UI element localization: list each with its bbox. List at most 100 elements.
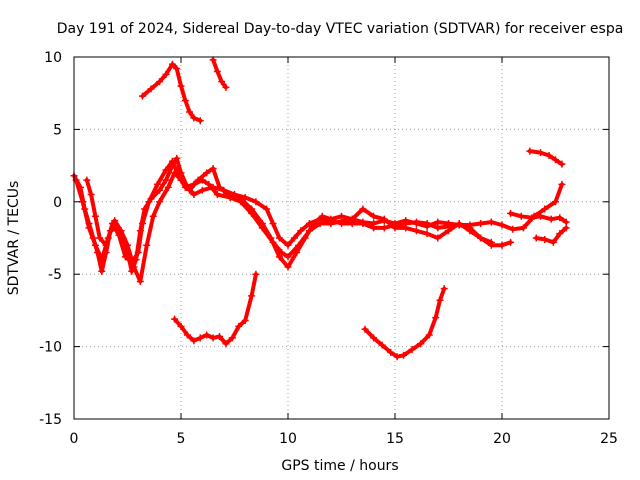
data-point [526, 147, 534, 155]
data-point [124, 241, 131, 249]
data-point [400, 351, 408, 359]
data-point [190, 191, 198, 199]
data-point [445, 220, 452, 228]
data-point [136, 277, 144, 285]
x-tick-label: 25 [600, 431, 618, 447]
data-point [91, 212, 99, 220]
data-point [412, 227, 420, 235]
data-point [196, 117, 204, 125]
data-point [218, 78, 226, 86]
data-point [434, 234, 442, 242]
series-points-arc-6 [171, 270, 260, 348]
data-point [241, 193, 249, 201]
data-point [378, 341, 386, 349]
data-point [556, 214, 564, 222]
data-point [305, 227, 313, 235]
data-point [196, 334, 204, 342]
data-point [98, 267, 106, 275]
data-point [143, 241, 151, 249]
data-point [181, 183, 189, 191]
data-point [408, 345, 416, 353]
data-point [370, 212, 378, 220]
data-point [338, 212, 345, 220]
data-point [549, 238, 557, 246]
data-point [519, 224, 527, 232]
data-point [149, 212, 157, 220]
x-tick-label: 0 [70, 431, 79, 447]
data-point [147, 85, 155, 93]
series-points-arc-5 [209, 56, 230, 91]
data-point [537, 212, 545, 220]
data-point [198, 176, 206, 184]
data-point [216, 183, 224, 191]
series-points-arc-3 [83, 157, 495, 267]
data-point [162, 166, 170, 174]
data-point [209, 164, 217, 172]
data-point [134, 248, 142, 256]
data-point [541, 235, 549, 243]
data-point [269, 220, 277, 228]
data-point [541, 205, 549, 213]
series-points-arc-2 [72, 164, 515, 285]
data-point [498, 241, 506, 249]
data-point [562, 224, 570, 232]
x-axis-label: GPS time / hours [281, 458, 398, 474]
data-point [507, 238, 515, 246]
chart-title: Day 191 of 2024, Sidereal Day-to-day VTE… [57, 21, 624, 37]
x-tick-label: 10 [279, 431, 297, 447]
series-points-arc-10 [532, 224, 570, 246]
data-point [498, 221, 506, 229]
data-point [83, 176, 91, 184]
data-point [434, 218, 442, 226]
y-tick-label: 10 [44, 50, 62, 66]
data-point [216, 332, 224, 340]
data-point [121, 253, 129, 261]
data-point [248, 209, 256, 217]
data-point [425, 331, 433, 339]
data-point [295, 241, 303, 249]
data-point [412, 220, 420, 228]
data-point [222, 83, 230, 91]
data-point [423, 230, 431, 238]
data-point [284, 253, 292, 261]
data-point [552, 156, 559, 164]
data-point [547, 215, 555, 223]
data-point [487, 238, 495, 246]
data-point [186, 108, 194, 116]
data-point [98, 256, 106, 264]
data-point [226, 193, 234, 201]
data-point [128, 259, 136, 267]
data-point [173, 154, 181, 162]
x-tick-label: 15 [386, 431, 404, 447]
data-point [209, 56, 217, 64]
data-point [290, 234, 298, 242]
series-points-arc-7 [361, 285, 448, 361]
plot-frame [73, 56, 610, 420]
data-point [361, 325, 369, 333]
series-line-arc-5 [211, 57, 228, 90]
data-point [109, 220, 117, 228]
series-points-arc-4 [138, 60, 204, 125]
data-point [552, 198, 559, 206]
data-point [275, 234, 283, 242]
series-line-arc-8 [527, 149, 564, 167]
data-point [558, 180, 566, 188]
data-point [370, 334, 378, 342]
data-point [168, 60, 176, 68]
data-point [156, 186, 164, 194]
data-point [153, 180, 161, 188]
data-point [380, 224, 388, 232]
y-axis-label: SDTVAR / TECUs [6, 181, 22, 296]
data-point [138, 220, 146, 228]
data-point [528, 214, 536, 222]
data-point [190, 114, 198, 122]
series-points-arc-8 [526, 147, 566, 168]
data-point [175, 172, 183, 180]
tick-layer: 0 5 10 15 20 25 -15 -10 -5 0 5 10 [39, 50, 618, 447]
data-point [380, 215, 388, 223]
grid-layer [74, 57, 609, 419]
data-point [359, 205, 367, 213]
data-point [509, 225, 517, 233]
data-point [222, 340, 230, 348]
data-point [545, 151, 553, 159]
